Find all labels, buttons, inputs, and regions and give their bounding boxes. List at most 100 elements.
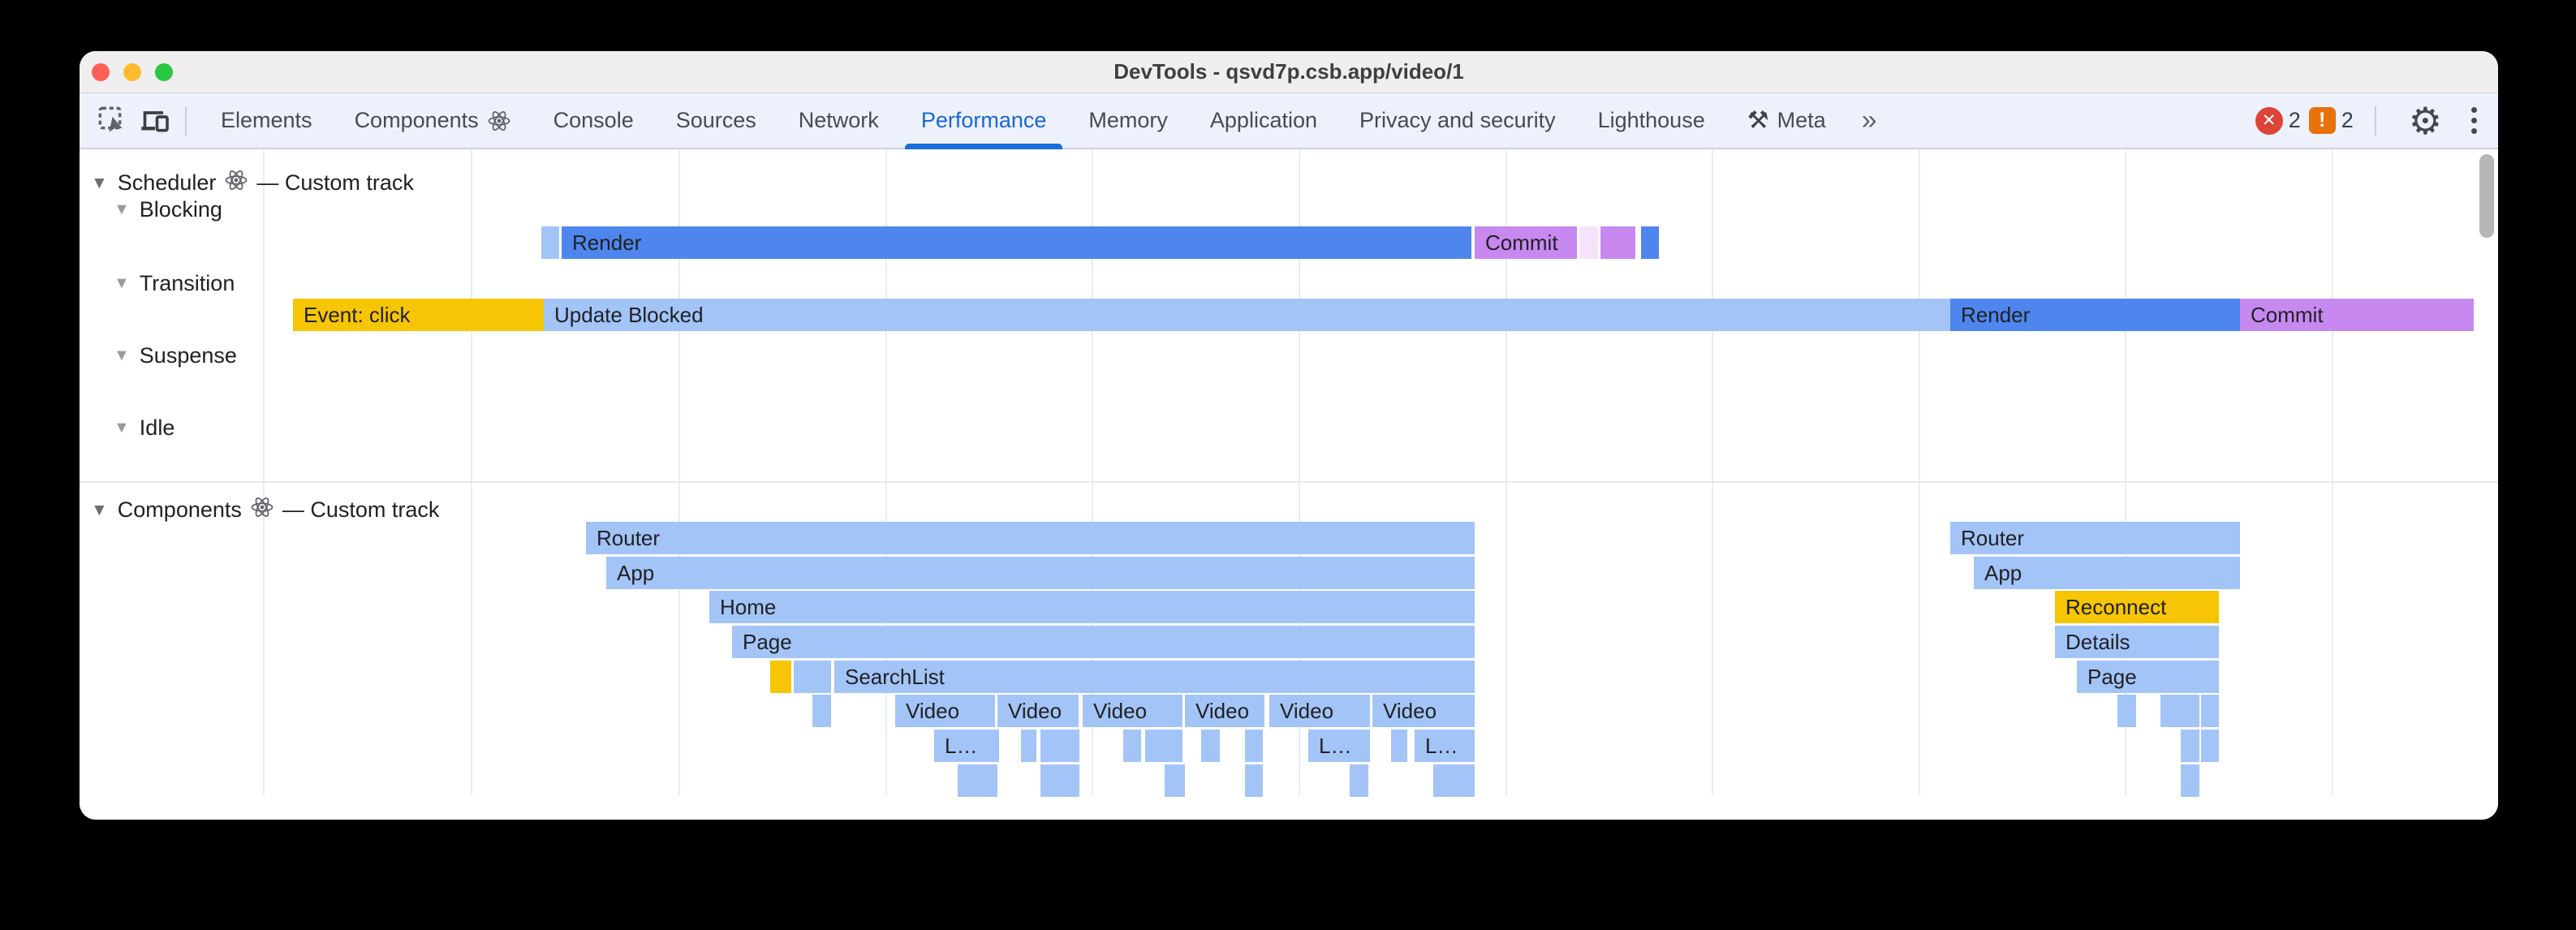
tab-lighthouse[interactable]: Lighthouse bbox=[1577, 93, 1726, 148]
tab-elements[interactable]: Elements bbox=[200, 93, 334, 148]
flame-bar[interactable] bbox=[1021, 730, 1036, 762]
collapse-triangle-icon: ▼ bbox=[114, 347, 130, 364]
flame-bar[interactable] bbox=[1245, 730, 1263, 762]
track-group-idle[interactable]: ▼ Idle bbox=[114, 415, 174, 441]
flame-bar[interactable] bbox=[2201, 695, 2219, 727]
device-toolbar-icon[interactable] bbox=[138, 104, 172, 138]
track-group-blocking[interactable]: ▼ Blocking bbox=[114, 197, 222, 222]
error-badge[interactable]: ✕ 2 bbox=[2255, 106, 2301, 135]
flame-bar[interactable] bbox=[1201, 730, 1220, 762]
inspect-element-icon[interactable] bbox=[96, 104, 130, 138]
flame-bar-label: Details bbox=[2066, 630, 2130, 654]
flame-bar-page[interactable]: Page bbox=[2077, 661, 2219, 693]
active-tab-underline bbox=[904, 144, 1063, 149]
flame-bar-render[interactable]: Render bbox=[562, 226, 1471, 259]
track-header-scheduler[interactable]: ▼ Scheduler — Custom track bbox=[91, 168, 414, 198]
flame-bar-video[interactable]: Video bbox=[1185, 695, 1264, 727]
track-suffix: — Custom track bbox=[282, 497, 440, 522]
flame-bar[interactable] bbox=[1145, 730, 1182, 762]
tab-label: Performance bbox=[920, 108, 1047, 132]
flame-bar[interactable] bbox=[1579, 226, 1598, 259]
flame-bar-label: Page bbox=[2087, 665, 2137, 689]
flame-bar-searchlist[interactable]: SearchList bbox=[834, 661, 1475, 693]
tab-label: Sources bbox=[675, 108, 756, 132]
flame-bar[interactable] bbox=[1391, 730, 1407, 762]
flame-bar-label: Home bbox=[720, 595, 777, 619]
flame-bar-l[interactable]: L… bbox=[1308, 730, 1370, 762]
zoom-window-button[interactable] bbox=[155, 62, 173, 81]
flame-bar-label: Video bbox=[906, 699, 960, 723]
flame-bar[interactable] bbox=[2201, 730, 2219, 762]
track-group-transition[interactable]: ▼ Transition bbox=[114, 271, 235, 296]
flame-bar-render[interactable]: Render bbox=[1950, 299, 2240, 331]
gridline bbox=[1092, 150, 1093, 795]
flame-bar[interactable] bbox=[1165, 764, 1185, 797]
flame-bar-label: Commit bbox=[1485, 230, 1558, 255]
flame-bar[interactable] bbox=[794, 661, 831, 693]
flame-bar-video[interactable]: Video bbox=[1083, 695, 1182, 727]
flame-bar[interactable] bbox=[958, 764, 997, 797]
flame-bar-event-click[interactable]: Event: click bbox=[293, 299, 544, 331]
flame-bar-app[interactable]: App bbox=[1974, 557, 2240, 589]
flame-bar-video[interactable]: Video bbox=[895, 695, 995, 727]
flame-bar-label: Router bbox=[1961, 526, 2025, 550]
flame-bar[interactable] bbox=[812, 695, 831, 727]
flame-bar[interactable] bbox=[1600, 226, 1635, 259]
flame-bar[interactable] bbox=[2160, 695, 2199, 727]
flame-bar-router[interactable]: Router bbox=[1950, 522, 2240, 554]
tab-meta[interactable]: ⚒ Meta bbox=[1726, 93, 1847, 148]
settings-gear-icon[interactable]: ⚙ bbox=[2408, 99, 2442, 142]
flame-bar[interactable] bbox=[1433, 764, 1475, 797]
flame-bar-details[interactable]: Details bbox=[2055, 626, 2219, 658]
flame-bar-router[interactable]: Router bbox=[586, 522, 1475, 554]
flame-bar[interactable] bbox=[2181, 764, 2199, 797]
warning-badge[interactable]: ! 2 bbox=[2308, 107, 2354, 134]
wrench-icon: ⚒ bbox=[1747, 107, 1769, 134]
flame-bar-update-blocked[interactable]: Update Blocked bbox=[544, 299, 1950, 331]
gridline bbox=[2332, 150, 2333, 795]
flame-bar-app[interactable]: App bbox=[606, 557, 1475, 589]
flame-bar-video[interactable]: Video bbox=[1372, 695, 1475, 727]
flame-bar[interactable] bbox=[1040, 764, 1079, 797]
flame-bar-commit[interactable]: Commit bbox=[2240, 299, 2474, 331]
vertical-scrollbar-thumb[interactable] bbox=[2479, 154, 2494, 238]
tab-performance[interactable]: Performance bbox=[900, 93, 1068, 149]
flame-bar[interactable] bbox=[2117, 695, 2136, 727]
flame-bar-video[interactable]: Video bbox=[1269, 695, 1370, 727]
kebab-menu-icon[interactable] bbox=[2468, 104, 2480, 137]
track-group-suspense[interactable]: ▼ Suspense bbox=[114, 343, 237, 368]
flame-bar-label: Event: click bbox=[304, 303, 411, 327]
flame-bar[interactable] bbox=[1641, 226, 1659, 259]
flame-bar-label: Page bbox=[743, 630, 792, 654]
tab-label: Console bbox=[553, 108, 634, 132]
flame-bar-page[interactable]: Page bbox=[732, 626, 1475, 658]
tab-sources[interactable]: Sources bbox=[655, 93, 778, 148]
flame-bar-label: SearchList bbox=[845, 665, 945, 689]
tab-application[interactable]: Application bbox=[1189, 93, 1338, 148]
flame-bar-commit[interactable]: Commit bbox=[1475, 226, 1577, 259]
flame-bar[interactable] bbox=[541, 226, 559, 259]
tab-network[interactable]: Network bbox=[778, 93, 900, 148]
track-header-components[interactable]: ▼ Components — Custom track bbox=[91, 495, 439, 525]
tab-privacy-and-security[interactable]: Privacy and security bbox=[1338, 93, 1577, 148]
tab-components[interactable]: Components bbox=[334, 93, 532, 148]
flame-bar-home[interactable]: Home bbox=[709, 591, 1475, 623]
flame-bar-l[interactable]: L… bbox=[1415, 730, 1475, 762]
flame-bar[interactable] bbox=[1350, 764, 1368, 797]
tab-label: Application bbox=[1209, 108, 1317, 132]
flame-bar-video[interactable]: Video bbox=[997, 695, 1079, 727]
more-tabs-button[interactable]: » bbox=[1861, 105, 1877, 136]
tab-memory[interactable]: Memory bbox=[1067, 93, 1189, 148]
gridline bbox=[2125, 150, 2126, 795]
flame-bar[interactable] bbox=[770, 661, 791, 693]
collapse-triangle-icon: ▼ bbox=[91, 500, 108, 519]
flame-bar[interactable] bbox=[1123, 730, 1141, 762]
flame-bar-l[interactable]: L… bbox=[934, 730, 999, 762]
close-window-button[interactable] bbox=[92, 62, 110, 81]
flame-bar[interactable] bbox=[2181, 730, 2199, 762]
minimize-window-button[interactable] bbox=[123, 62, 141, 81]
flame-bar[interactable] bbox=[1040, 730, 1079, 762]
flame-bar[interactable] bbox=[1245, 764, 1263, 797]
tab-console[interactable]: Console bbox=[532, 93, 655, 148]
flame-bar-reconnect[interactable]: Reconnect bbox=[2055, 591, 2219, 623]
